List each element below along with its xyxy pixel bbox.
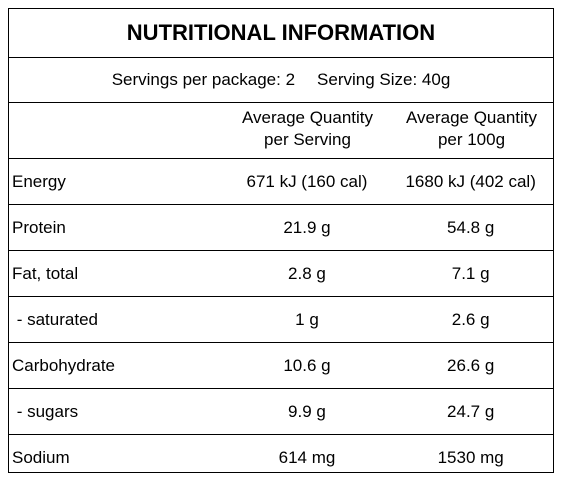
nutrient-name: Protein bbox=[12, 217, 66, 237]
nutrient-name: - saturated bbox=[12, 309, 98, 329]
table-row: Energy 671 kJ (160 cal) 1680 kJ (402 cal… bbox=[9, 158, 553, 204]
per-100g-value: 54.8 g bbox=[447, 217, 495, 237]
column-header-per-100g-line2: per 100g bbox=[437, 130, 506, 149]
nutrient-name: Carbohydrate bbox=[12, 355, 116, 375]
table-row: Protein 21.9 g 54.8 g bbox=[9, 204, 553, 250]
per-100g-value: 26.6 g bbox=[447, 355, 495, 375]
column-header-per-100g: Average Quantity per 100g bbox=[389, 102, 554, 158]
table-row: Carbohydrate 10.6 g 26.6 g bbox=[9, 342, 553, 388]
column-header-per-100g-line1: Average Quantity bbox=[405, 108, 538, 127]
servings-per-package: Servings per package: 2 bbox=[111, 70, 296, 89]
per-serving-value: 1 g bbox=[295, 309, 319, 329]
nutrition-panel: NUTRITIONAL INFORMATION Servings per pac… bbox=[8, 8, 554, 473]
table-row: Fat, total 2.8 g 7.1 g bbox=[9, 250, 553, 296]
table-row: Sodium 614 mg 1530 mg bbox=[9, 434, 553, 480]
per-serving-value: 671 kJ (160 cal) bbox=[246, 171, 368, 191]
per-serving-value: 614 mg bbox=[278, 447, 336, 467]
per-serving-value: 10.6 g bbox=[283, 355, 331, 375]
panel-title: NUTRITIONAL INFORMATION bbox=[126, 20, 436, 45]
per-100g-value: 24.7 g bbox=[447, 401, 495, 421]
table-row: - sugars 9.9 g 24.7 g bbox=[9, 388, 553, 434]
column-header-per-serving: Average Quantity per Serving bbox=[226, 102, 389, 158]
serving-info: Servings per package: 2 Serving Size: 40… bbox=[9, 57, 553, 102]
per-serving-value: 21.9 g bbox=[283, 217, 331, 237]
per-100g-value: 1680 kJ (402 cal) bbox=[405, 171, 536, 191]
nutrient-name: - sugars bbox=[12, 401, 79, 421]
per-serving-value: 9.9 g bbox=[288, 401, 326, 421]
per-serving-value: 2.8 g bbox=[288, 263, 326, 283]
column-header-per-serving-line1: Average Quantity bbox=[241, 108, 374, 127]
column-header-per-serving-line2: per Serving bbox=[264, 130, 351, 149]
serving-size: Serving Size: 40g bbox=[317, 70, 451, 89]
column-header-blank bbox=[9, 102, 226, 158]
nutrient-name: Energy bbox=[12, 171, 66, 191]
table-row: - saturated 1 g 2.6 g bbox=[9, 296, 553, 342]
per-100g-value: 7.1 g bbox=[451, 263, 490, 283]
nutrient-name: Sodium bbox=[12, 447, 70, 467]
per-100g-value: 2.6 g bbox=[451, 309, 490, 329]
per-100g-value: 1530 mg bbox=[437, 447, 504, 467]
nutrient-name: Fat, total bbox=[12, 263, 79, 283]
nutrient-table: Energy 671 kJ (160 cal) 1680 kJ (402 cal… bbox=[9, 158, 553, 480]
